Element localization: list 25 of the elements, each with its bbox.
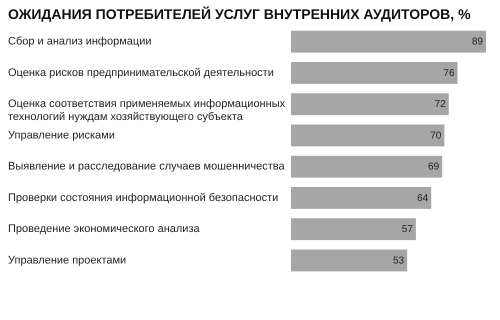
bar (291, 218, 416, 240)
bar (291, 30, 486, 53)
y-tick-label: Оценка соответствия применяемых информационных технологий нуждам хозяйствующего субъекта (8, 98, 286, 124)
bar (291, 186, 432, 209)
data-label: 72 (434, 99, 446, 110)
bar (291, 62, 458, 84)
y-tick-label: Управление рисками (8, 129, 115, 142)
bar (291, 124, 444, 146)
y-tick-label: Проверки состояния информационной безопасности (8, 192, 278, 204)
y-tick-label: Выявление и расследование случаев мошенничества (8, 160, 286, 173)
data-label: 69 (428, 162, 440, 173)
data-label: 76 (443, 68, 455, 79)
data-label: 89 (472, 36, 484, 48)
y-tick-label: Управление проектами (8, 254, 126, 266)
chart-title: ОЖИДАНИЯ ПОТРЕБИТЕЛЕЙ УСЛУГ ВНУТРЕННИХ АУДИТОРОВ, % (8, 6, 472, 22)
data-label: 53 (393, 255, 405, 266)
data-label: 57 (402, 224, 414, 236)
bar (291, 93, 449, 116)
y-tick-label: Проведение экономического анализа (8, 223, 200, 236)
bar (291, 156, 442, 178)
bar (291, 249, 408, 272)
data-label: 64 (417, 192, 429, 204)
y-tick-label: Оценка рисков предпринимательской деятельности (8, 66, 274, 79)
y-tick-label: Сбор и анализ информации (8, 36, 152, 48)
data-label: 70 (430, 130, 442, 142)
